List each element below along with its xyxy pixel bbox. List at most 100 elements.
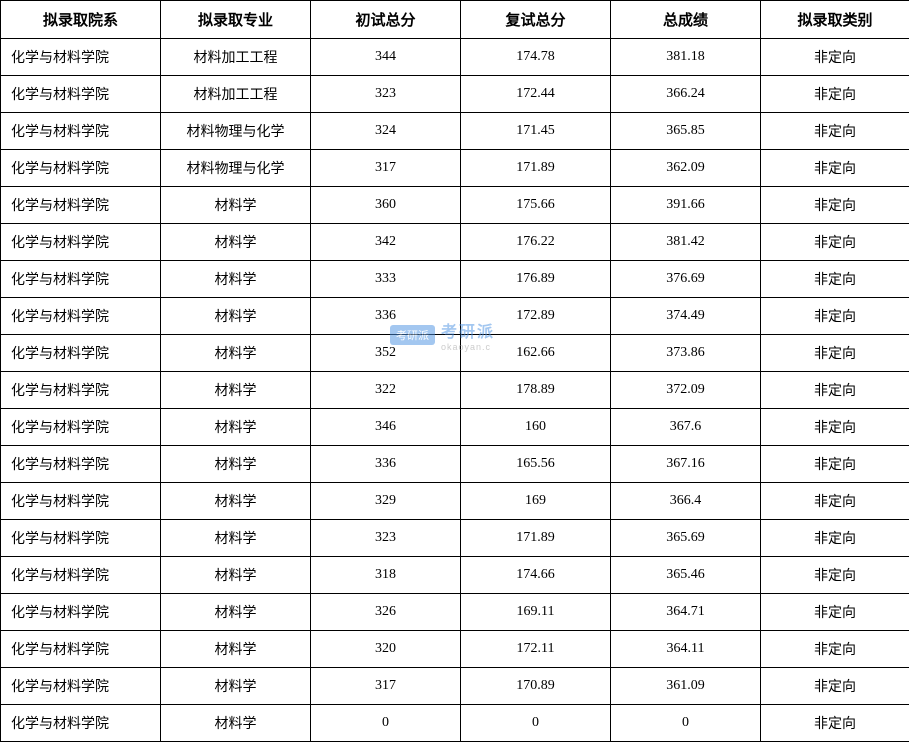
table-cell: 174.66 (461, 557, 611, 594)
table-cell: 374.49 (611, 298, 761, 335)
header-row: 拟录取院系 拟录取专业 初试总分 复试总分 总成绩 拟录取类别 (1, 1, 909, 39)
table-cell: 化学与材料学院 (1, 483, 161, 520)
table-row: 化学与材料学院材料学346160367.6非定向 (1, 409, 909, 446)
table-cell: 178.89 (461, 372, 611, 409)
table-cell: 336 (311, 446, 461, 483)
table-cell: 344 (311, 39, 461, 76)
table-cell: 174.78 (461, 39, 611, 76)
table-cell: 材料学 (161, 335, 311, 372)
table-cell: 364.71 (611, 594, 761, 631)
table-cell: 化学与材料学院 (1, 261, 161, 298)
table-cell: 361.09 (611, 668, 761, 705)
header-initial-score: 初试总分 (311, 1, 461, 39)
header-major: 拟录取专业 (161, 1, 311, 39)
table-row: 化学与材料学院材料学000非定向 (1, 705, 909, 742)
table-cell: 非定向 (761, 261, 909, 298)
table-cell: 非定向 (761, 668, 909, 705)
table-cell: 非定向 (761, 335, 909, 372)
table-header: 拟录取院系 拟录取专业 初试总分 复试总分 总成绩 拟录取类别 (1, 1, 909, 39)
table-cell: 材料学 (161, 372, 311, 409)
table-row: 化学与材料学院材料学320172.11364.11非定向 (1, 631, 909, 668)
table-cell: 333 (311, 261, 461, 298)
table-cell: 化学与材料学院 (1, 76, 161, 113)
table-cell: 322 (311, 372, 461, 409)
table-cell: 材料学 (161, 187, 311, 224)
table-cell: 材料学 (161, 631, 311, 668)
table-row: 化学与材料学院材料学352162.66373.86非定向 (1, 335, 909, 372)
table-cell: 化学与材料学院 (1, 39, 161, 76)
table-cell: 非定向 (761, 372, 909, 409)
table-cell: 材料学 (161, 483, 311, 520)
table-cell: 170.89 (461, 668, 611, 705)
table-cell: 365.46 (611, 557, 761, 594)
table-row: 化学与材料学院材料学336172.89374.49非定向 (1, 298, 909, 335)
table-cell: 非定向 (761, 39, 909, 76)
table-cell: 化学与材料学院 (1, 520, 161, 557)
table-cell: 非定向 (761, 520, 909, 557)
table-cell: 化学与材料学院 (1, 224, 161, 261)
table-cell: 366.4 (611, 483, 761, 520)
table-cell: 化学与材料学院 (1, 113, 161, 150)
table-cell: 176.22 (461, 224, 611, 261)
table-cell: 非定向 (761, 483, 909, 520)
table-cell: 非定向 (761, 224, 909, 261)
table-cell: 材料加工工程 (161, 76, 311, 113)
table-cell: 材料学 (161, 520, 311, 557)
table-cell: 318 (311, 557, 461, 594)
table-cell: 376.69 (611, 261, 761, 298)
table-cell: 317 (311, 150, 461, 187)
table-row: 化学与材料学院材料学326169.11364.71非定向 (1, 594, 909, 631)
table-row: 化学与材料学院材料物理与化学324171.45365.85非定向 (1, 113, 909, 150)
table-cell: 366.24 (611, 76, 761, 113)
table-cell: 0 (311, 705, 461, 742)
table-cell: 材料学 (161, 557, 311, 594)
table-cell: 化学与材料学院 (1, 668, 161, 705)
table-row: 化学与材料学院材料学318174.66365.46非定向 (1, 557, 909, 594)
table-cell: 材料学 (161, 261, 311, 298)
table-cell: 材料学 (161, 594, 311, 631)
table-cell: 171.89 (461, 150, 611, 187)
table-cell: 172.11 (461, 631, 611, 668)
table-cell: 化学与材料学院 (1, 594, 161, 631)
table-cell: 材料学 (161, 409, 311, 446)
table-cell: 0 (461, 705, 611, 742)
table-cell: 381.42 (611, 224, 761, 261)
table-cell: 171.45 (461, 113, 611, 150)
table-cell: 172.44 (461, 76, 611, 113)
table-cell: 323 (311, 76, 461, 113)
table-cell: 320 (311, 631, 461, 668)
table-cell: 非定向 (761, 150, 909, 187)
table-cell: 材料学 (161, 446, 311, 483)
table-cell: 材料物理与化学 (161, 150, 311, 187)
table-cell: 化学与材料学院 (1, 446, 161, 483)
table-cell: 165.56 (461, 446, 611, 483)
table-row: 化学与材料学院材料学342176.22381.42非定向 (1, 224, 909, 261)
table-row: 化学与材料学院材料学333176.89376.69非定向 (1, 261, 909, 298)
table-cell: 360 (311, 187, 461, 224)
table-cell: 非定向 (761, 409, 909, 446)
table-cell: 非定向 (761, 298, 909, 335)
table-cell: 化学与材料学院 (1, 631, 161, 668)
table-cell: 346 (311, 409, 461, 446)
table-cell: 化学与材料学院 (1, 372, 161, 409)
header-retest-score: 复试总分 (461, 1, 611, 39)
table-row: 化学与材料学院材料学336165.56367.16非定向 (1, 446, 909, 483)
table-cell: 160 (461, 409, 611, 446)
table-cell: 381.18 (611, 39, 761, 76)
table-cell: 非定向 (761, 557, 909, 594)
table-cell: 0 (611, 705, 761, 742)
table-cell: 169 (461, 483, 611, 520)
table-cell: 367.6 (611, 409, 761, 446)
header-department: 拟录取院系 (1, 1, 161, 39)
table-cell: 非定向 (761, 113, 909, 150)
table-cell: 317 (311, 668, 461, 705)
table-cell: 化学与材料学院 (1, 557, 161, 594)
table-cell: 非定向 (761, 187, 909, 224)
table-cell: 材料学 (161, 224, 311, 261)
table-cell: 329 (311, 483, 461, 520)
table-cell: 材料学 (161, 668, 311, 705)
table-cell: 化学与材料学院 (1, 150, 161, 187)
table-row: 化学与材料学院材料学360175.66391.66非定向 (1, 187, 909, 224)
table-cell: 化学与材料学院 (1, 335, 161, 372)
table-cell: 362.09 (611, 150, 761, 187)
